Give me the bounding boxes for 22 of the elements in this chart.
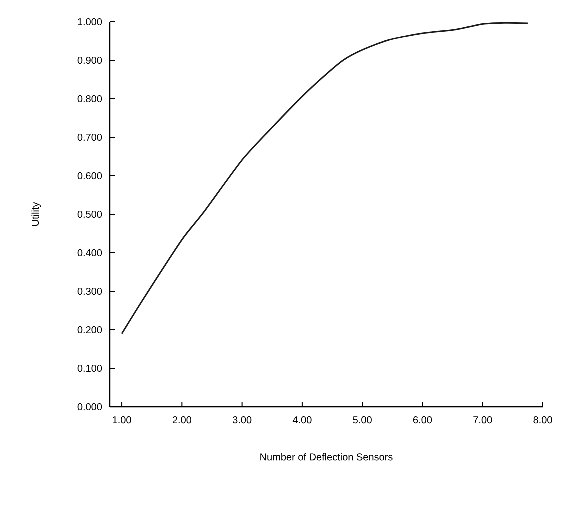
x-tick-label: 8.00 [534, 416, 552, 424]
y-tick-label: 0.900 [78, 56, 102, 64]
y-tick-label: 1.000 [78, 18, 102, 26]
y-tick-label: 0.200 [78, 326, 102, 334]
y-tick-label: 0.400 [78, 249, 102, 257]
x-tick-label: 5.00 [353, 416, 372, 424]
x-axis-title: Number of Deflection Sensors [260, 453, 393, 461]
y-tick-label: 0.800 [78, 95, 102, 103]
y-tick-label: 0.100 [78, 364, 102, 372]
y-tick-label: 0.600 [78, 172, 102, 180]
x-tick-label: 1.00 [113, 416, 132, 424]
x-tick-label: 4.00 [292, 416, 312, 424]
y-tick-label: 0.700 [78, 134, 102, 142]
y-tick-label: 0.300 [78, 288, 102, 296]
line-series [121, 22, 529, 335]
y-tick-label: 0.000 [78, 403, 102, 411]
y-axis-title: Utility [32, 202, 42, 226]
x-tick-label: 7.00 [474, 416, 492, 424]
x-tick-label: 3.00 [232, 416, 252, 424]
x-tick-label: 2.00 [172, 416, 192, 424]
x-tick-label: 6.00 [413, 416, 432, 424]
y-tick-label: 0.500 [78, 210, 102, 218]
